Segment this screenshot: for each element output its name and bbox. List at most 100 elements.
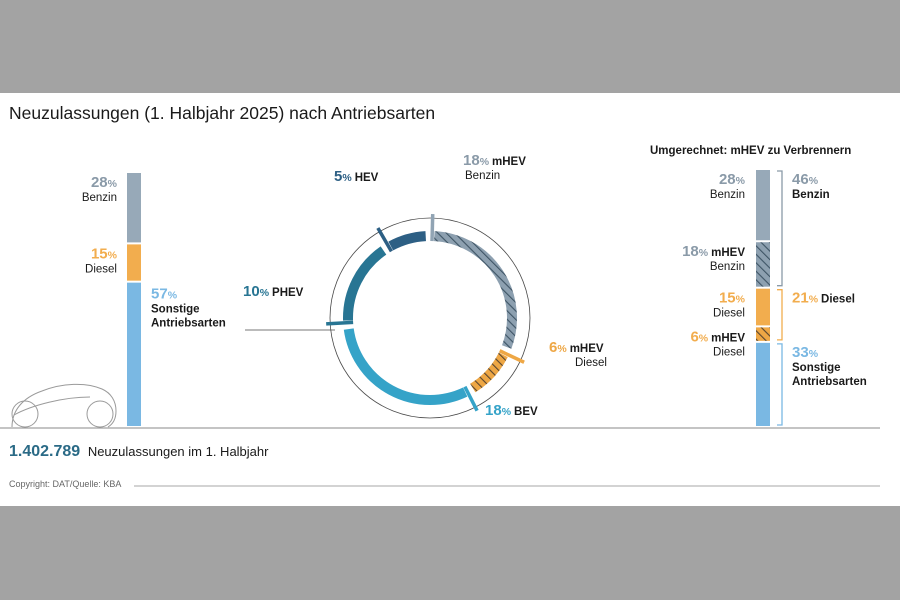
donut-tick-phev [326, 320, 354, 326]
left-label-sonstige-antriebsarten-label-line: Sonstige [151, 304, 200, 316]
chart-canvas: Neuzulassungen (1. Halbjahr 2025) nach A… [0, 103, 880, 489]
left-label-sonstige-antriebsarten: 57% Sonstige Antriebsarten [151, 286, 226, 330]
right-bar-segment-mhev-benzin [756, 242, 770, 287]
right-label-mhev-diesel-unit: % [699, 332, 709, 344]
right-group-label-sonstige-antriebsarten: 33% Sonstige Antriebsarten [792, 344, 867, 388]
right-label-mhev-diesel-value: 6 [690, 328, 698, 345]
right-group-label-sonstige-antriebsarten-text: 33% Sonstige Antriebsarten [792, 344, 867, 388]
right-label-mhev-diesel: 6% mHEV Diesel [690, 328, 745, 358]
donut-label-mhev-diesel-unit: % [557, 343, 567, 355]
right-label-mhev-benzin-value: 18 [682, 243, 699, 260]
donut-tick-bev [463, 385, 479, 412]
donut-label-mhev-benzin-line: Benzin [465, 170, 500, 182]
right-group-label-diesel: 21% Diesel [792, 290, 855, 307]
right-label-mhev-benzin: 18% mHEV Benzin [682, 243, 745, 273]
left-label-diesel-value: 15 [91, 245, 108, 262]
donut-label-mhev-benzin-value: 18 [463, 152, 480, 169]
donut-tick-mhev-diesel [498, 349, 525, 364]
total-registrations: 1.402.789 Neuzulassungen im 1. Halbjahr [9, 443, 269, 460]
donut-label-mhev-benzin-text: 18% mHEV Benzin [463, 152, 526, 182]
donut-label-mhev-diesel-line: Diesel [575, 357, 607, 369]
right-bracket-sonstige-antriebsarten [777, 343, 783, 426]
right-label-benzin: 28% Benzin [710, 171, 746, 201]
left-label-benzin-label-line: Benzin [82, 192, 117, 204]
right-group-label-benzin-value: 46 [792, 171, 809, 188]
right-group-label-diesel-value: 21 [792, 290, 809, 307]
donut-label-bev-text: 18% BEV [485, 402, 538, 419]
total-value: 1.402.789 [9, 443, 80, 460]
left-bar-segment-sonstige-antriebsarten [127, 282, 141, 426]
left-stacked-bar: 28% Benzin 15% Diesel 57% Sonstige Antriebsart… [82, 173, 226, 426]
right-label-diesel: 15% Diesel [713, 290, 746, 320]
right-group-label-benzin-line: Benzin [792, 189, 830, 201]
donut-label-phev-unit: % [260, 287, 270, 299]
left-label-sonstige-antriebsarten-label-line: Antriebsarten [151, 318, 226, 330]
donut-label-bev-line: BEV [514, 406, 538, 418]
donut-label-mhev-benzin-line: mHEV [492, 156, 526, 168]
right-bar-segment-mhev-diesel [756, 327, 770, 341]
donut-tick-mhev-benzin [430, 213, 435, 242]
donut-label-phev: 10% PHEV [243, 283, 304, 300]
right-label-benzin-value: 28 [719, 171, 736, 188]
donut-segment-mhev-benzin [433, 231, 517, 349]
donut-label-mhev-diesel-line: mHEV [570, 343, 604, 355]
right-label-diesel-text: 15% Diesel [713, 290, 746, 320]
donut-label-bev-value: 18 [485, 402, 502, 419]
left-label-sonstige-antriebsarten-value: 57 [151, 286, 168, 303]
donut-segment-hev [388, 231, 427, 251]
right-group-label-diesel-unit: % [809, 294, 819, 306]
left-label-sonstige-antriebsarten-unit: % [168, 290, 178, 302]
right-label-benzin-unit: % [736, 175, 746, 187]
right-group-label-diesel-line: Diesel [821, 294, 855, 306]
donut-label-bev: 18% BEV [485, 402, 538, 419]
right-label-benzin-text: 28% Benzin [710, 171, 746, 201]
infographic-card: Neuzulassungen (1. Halbjahr 2025) nach A… [0, 93, 900, 506]
donut-label-phev-text: 10% PHEV [243, 283, 304, 300]
right-label-mhev-benzin-unit: % [699, 247, 709, 259]
right-bar-segment-benzin [756, 170, 770, 241]
right-group-label-sonstige-antriebsarten-line: Antriebsarten [792, 376, 867, 388]
right-label-diesel-value: 15 [719, 290, 736, 307]
left-label-benzin-unit: % [108, 178, 118, 190]
right-group-label-sonstige-antriebsarten-value: 33 [792, 344, 809, 361]
right-label-diesel-unit: % [736, 294, 746, 306]
donut-label-mhev-benzin-unit: % [480, 156, 490, 168]
donut-label-phev-value: 10 [243, 283, 260, 300]
left-bar-segment-benzin [127, 173, 141, 243]
right-label-benzin-line: Benzin [710, 189, 745, 201]
left-label-diesel-label-line: Diesel [85, 263, 117, 275]
right-section-title: Umgerechnet: mHEV zu Verbrennern [650, 145, 851, 157]
right-bracket-benzin [777, 170, 783, 287]
left-label-benzin: 28% Benzin [82, 174, 118, 204]
donut-segment-mhev-diesel [470, 352, 508, 393]
left-label-diesel: 15% Diesel [85, 245, 118, 275]
right-label-mhev-diesel-line: mHEV [711, 332, 745, 344]
donut-label-mhev-diesel-value: 6 [549, 339, 557, 356]
donut-label-hev: 5% HEV [334, 168, 379, 185]
copyright-text: Copyright: DAT/Quelle: KBA [9, 479, 121, 489]
right-label-diesel-line: Diesel [713, 308, 745, 320]
page-title: Neuzulassungen (1. Halbjahr 2025) nach A… [9, 103, 435, 123]
right-group-label-diesel-text: 21% Diesel [792, 290, 855, 307]
right-group-label-benzin-unit: % [809, 175, 819, 187]
donut-label-hev-value: 5 [334, 168, 342, 185]
donut-label-phev-line: PHEV [272, 287, 304, 299]
donut-label-mhev-diesel-text: 6% mHEV Diesel [549, 339, 607, 369]
left-label-benzin-value: 28 [91, 174, 108, 191]
right-group-label-sonstige-antriebsarten-line: Sonstige [792, 362, 841, 374]
left-bar-segment-diesel [127, 244, 141, 281]
left-label-sonstige-antriebsarten-text: 57% Sonstige Antriebsarten [151, 286, 226, 330]
car-icon [11, 383, 117, 428]
right-label-mhev-benzin-line: mHEV [711, 247, 745, 259]
donut-label-hev-line: HEV [355, 172, 379, 184]
donut-label-hev-unit: % [342, 172, 352, 184]
donut-tick-hev [376, 227, 393, 253]
right-group-label-benzin-text: 46% Benzin [792, 171, 830, 201]
right-bar-segment-diesel [756, 288, 770, 326]
donut-label-mhev-benzin: 18% mHEV Benzin [463, 152, 526, 182]
donut-label-hev-text: 5% HEV [334, 168, 379, 185]
left-label-diesel-text: 15% Diesel [85, 245, 118, 275]
donut-segment-phev [343, 246, 387, 321]
left-label-benzin-text: 28% Benzin [82, 174, 118, 204]
